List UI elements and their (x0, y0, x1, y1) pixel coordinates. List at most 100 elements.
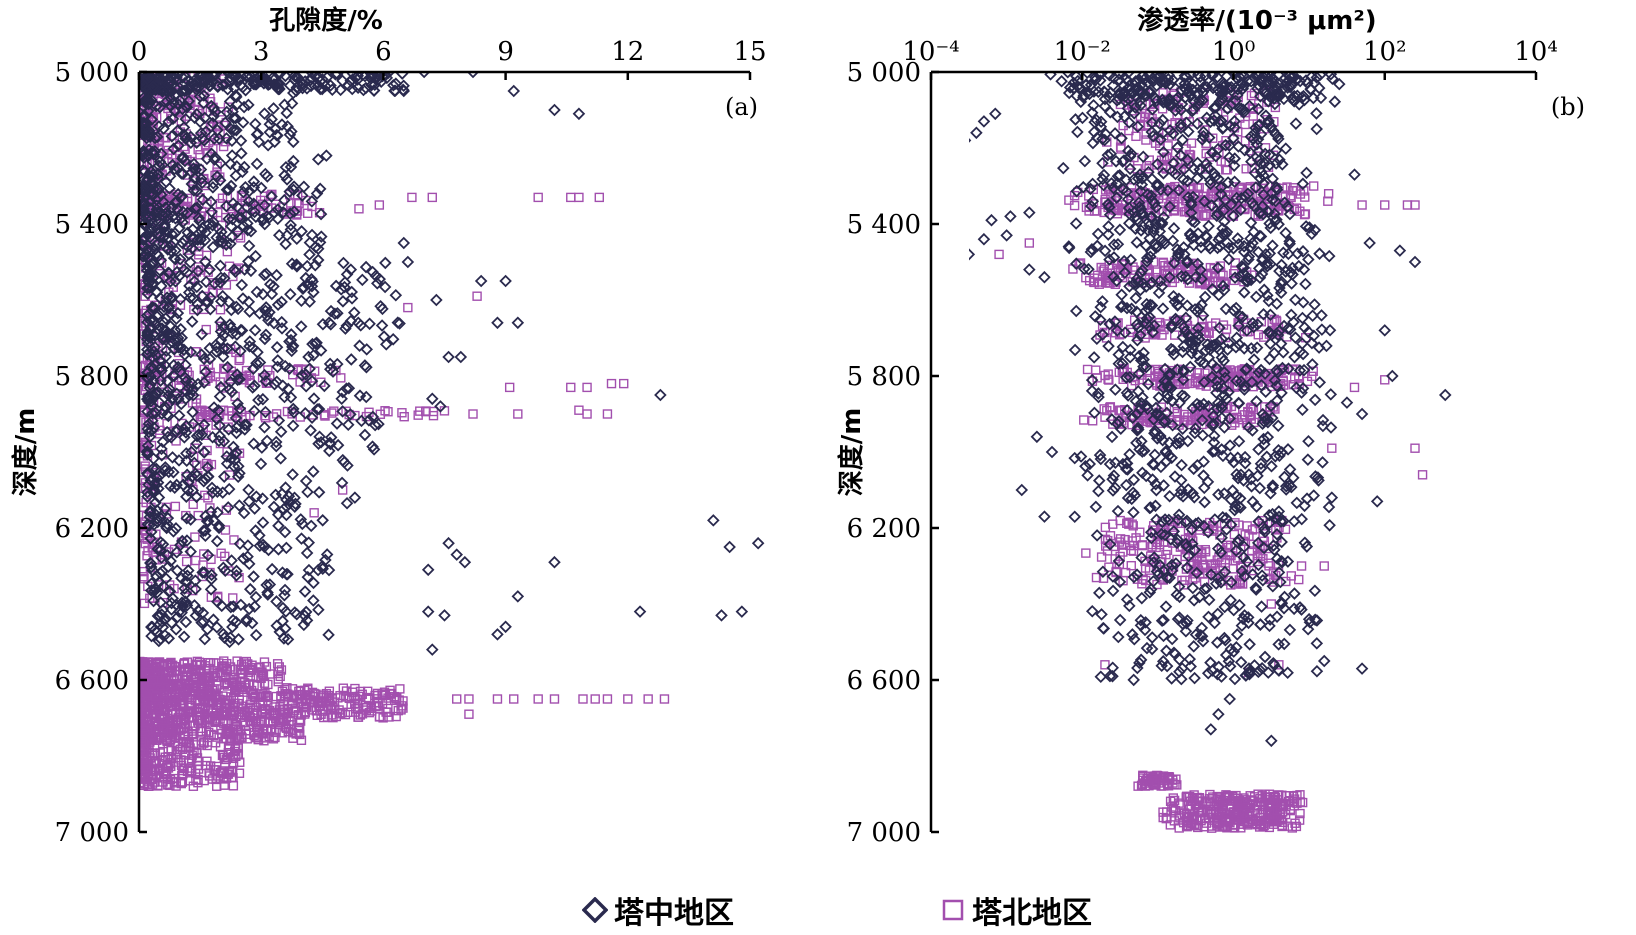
data-point (1263, 558, 1274, 568)
data-point (195, 289, 209, 303)
data-point (267, 500, 281, 514)
data-point (258, 729, 268, 739)
data-point (175, 571, 188, 585)
data-point (271, 360, 284, 374)
data-point (249, 628, 263, 642)
data-point (284, 218, 297, 232)
data-point (167, 369, 181, 383)
data-point (235, 724, 246, 735)
data-point (166, 657, 176, 668)
data-point (323, 357, 337, 371)
data-point (144, 360, 158, 374)
data-point (358, 72, 372, 83)
data-point (265, 718, 275, 728)
data-point (751, 536, 765, 550)
data-point (226, 620, 239, 634)
data-point (207, 177, 220, 190)
data-point (246, 665, 257, 676)
data-point (139, 657, 148, 667)
data-point (241, 72, 254, 82)
data-point (1105, 402, 1115, 413)
data-point (313, 182, 327, 196)
data-point (1206, 823, 1217, 833)
data-point (229, 169, 243, 182)
data-point (184, 345, 198, 359)
data-point (263, 117, 277, 131)
data-point (150, 471, 163, 484)
data-point (244, 225, 258, 238)
data-point (308, 72, 322, 83)
data-point (167, 235, 181, 249)
data-point (145, 424, 158, 438)
data-point (165, 290, 178, 303)
data-point (139, 197, 151, 211)
data-point (149, 318, 162, 332)
data-point (274, 718, 285, 728)
data-point (300, 82, 314, 95)
data-point (166, 700, 177, 711)
data-point (224, 406, 234, 416)
data-point (151, 691, 161, 702)
data-point (281, 120, 294, 133)
data-point (218, 271, 231, 285)
data-point (278, 583, 292, 597)
data-point (307, 392, 321, 405)
data-point (1246, 90, 1257, 101)
data-point (619, 378, 629, 389)
data-point (168, 481, 181, 494)
data-point (401, 255, 415, 269)
data-point (213, 207, 223, 218)
data-point (223, 318, 237, 331)
data-point (141, 448, 154, 461)
data-point (311, 253, 325, 267)
data-point (1144, 164, 1154, 174)
data-point (1253, 556, 1263, 567)
data-point (214, 271, 228, 285)
data-point (1186, 138, 1197, 148)
data-point (190, 429, 204, 443)
data-point (1220, 555, 1231, 565)
data-point (297, 618, 311, 632)
data-point (233, 466, 246, 480)
data-point (1206, 268, 1216, 279)
data-point (1131, 131, 1141, 142)
data-point (248, 404, 261, 418)
data-point (203, 352, 217, 366)
data-point (442, 536, 455, 550)
data-point (378, 280, 392, 294)
data-point (345, 292, 359, 305)
data-point (1165, 820, 1176, 830)
data-point (1144, 781, 1154, 791)
data-point (223, 95, 237, 108)
data-point (282, 382, 295, 396)
data-point (228, 781, 239, 791)
data-point (175, 300, 186, 310)
data-point (260, 434, 274, 448)
data-point (1241, 164, 1251, 174)
data-point (218, 405, 229, 415)
series-tabei-points-b (994, 87, 1428, 833)
data-point (533, 694, 543, 704)
data-point (250, 157, 264, 171)
data-point (242, 195, 256, 208)
data-point (230, 123, 243, 137)
data-point (204, 302, 217, 316)
data-point (1144, 155, 1154, 165)
data-point (215, 231, 228, 244)
data-point (202, 684, 213, 694)
data-point (139, 598, 150, 609)
data-point (198, 632, 212, 646)
panel-label-a: (a) (725, 93, 758, 121)
data-point (1172, 408, 1183, 419)
data-point (272, 414, 286, 427)
data-point (175, 84, 189, 98)
data-point (307, 594, 320, 607)
x-tick-label: 9 (497, 37, 514, 67)
data-point (430, 293, 443, 307)
data-point (227, 459, 241, 473)
data-point (240, 613, 254, 626)
data-point (184, 739, 194, 749)
data-point (139, 757, 147, 767)
